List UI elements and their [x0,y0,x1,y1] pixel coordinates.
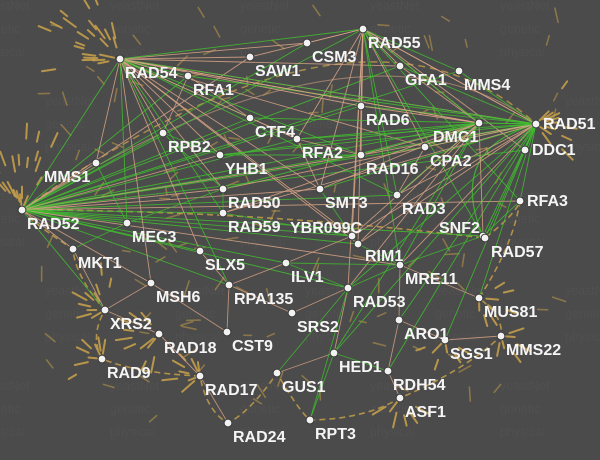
svg-text:genetic: genetic [110,402,150,416]
svg-text:physical: physical [0,45,25,59]
svg-text:RAD55: RAD55 [368,35,421,52]
svg-text:MMS22: MMS22 [506,342,561,359]
svg-text:yeastNet: yeastNet [500,379,550,393]
svg-text:physical: physical [565,330,600,344]
svg-text:RAD3: RAD3 [402,201,446,218]
svg-text:physical: physical [0,425,25,439]
svg-text:genetic: genetic [370,22,410,36]
svg-text:physical: physical [0,235,25,249]
svg-text:yeastNet: yeastNet [45,94,95,108]
svg-text:physical: physical [370,235,415,249]
svg-text:genetic: genetic [0,22,20,36]
svg-text:MSH6: MSH6 [156,289,201,306]
svg-text:MRE11: MRE11 [405,271,458,288]
svg-text:genetic: genetic [500,402,540,416]
svg-text:RAD6: RAD6 [366,112,410,129]
svg-text:genetic: genetic [500,22,540,36]
svg-text:yeastNet: yeastNet [565,94,600,108]
svg-text:DMC1: DMC1 [433,129,478,146]
svg-text:SNF2: SNF2 [439,220,480,237]
svg-text:RIM1: RIM1 [365,248,403,265]
svg-text:RAD9: RAD9 [107,365,151,382]
svg-text:yeastNet: yeastNet [370,0,420,13]
svg-text:GUS1: GUS1 [282,379,326,396]
svg-text:physical: physical [110,425,155,439]
svg-text:CST9: CST9 [232,338,273,355]
svg-text:RPA135: RPA135 [234,291,293,308]
svg-text:MKT1: MKT1 [78,255,122,272]
svg-text:RAD59: RAD59 [228,219,281,236]
svg-text:ARO1: ARO1 [404,326,449,343]
svg-text:MMS4: MMS4 [464,77,510,94]
svg-text:RAD57: RAD57 [491,244,544,261]
svg-text:RPB2: RPB2 [168,139,211,156]
svg-text:genetic: genetic [175,307,215,321]
svg-text:YBR099C: YBR099C [290,220,362,237]
svg-text:MMS1: MMS1 [44,169,90,186]
svg-text:RAD18: RAD18 [164,340,217,357]
svg-text:RFA2: RFA2 [302,145,343,162]
svg-text:genetic: genetic [240,22,280,36]
svg-text:ILV1: ILV1 [291,269,324,286]
svg-text:yeastNet: yeastNet [0,0,30,13]
svg-text:RAD52: RAD52 [27,216,80,233]
svg-text:RAD17: RAD17 [205,382,258,399]
svg-text:YHB1: YHB1 [225,161,268,178]
svg-text:RAD54: RAD54 [125,65,178,82]
svg-text:yeastNet: yeastNet [240,0,290,13]
svg-text:CTF4: CTF4 [255,124,295,141]
svg-text:SAW1: SAW1 [255,63,300,80]
svg-text:SMT3: SMT3 [325,195,368,212]
svg-text:MEC3: MEC3 [132,229,177,246]
svg-text:ASF1: ASF1 [405,404,446,421]
svg-text:yeastNet: yeastNet [500,0,550,13]
svg-text:RAD53: RAD53 [353,294,406,311]
svg-text:HED1: HED1 [339,359,382,376]
svg-text:genetic: genetic [435,307,475,321]
svg-text:RFA1: RFA1 [193,82,234,99]
svg-text:CPA2: CPA2 [430,153,472,170]
svg-text:RAD16: RAD16 [366,161,419,178]
svg-text:CSM3: CSM3 [312,49,357,66]
svg-text:RPT3: RPT3 [315,426,356,443]
svg-text:genetic: genetic [0,402,20,416]
svg-text:genetic: genetic [45,307,85,321]
svg-text:SLX5: SLX5 [205,257,245,274]
svg-text:SGS1: SGS1 [450,346,493,363]
svg-text:genetic: genetic [565,307,600,321]
svg-text:SRS2: SRS2 [297,319,339,336]
svg-text:DDC1: DDC1 [532,142,576,159]
svg-text:XRS2: XRS2 [110,316,152,333]
svg-text:genetic: genetic [0,212,20,226]
svg-text:yeastNet: yeastNet [0,379,30,393]
svg-text:yeastNet: yeastNet [110,0,160,13]
svg-text:genetic: genetic [110,22,150,36]
svg-text:RDH54: RDH54 [393,377,446,394]
svg-text:RFA3: RFA3 [527,193,568,210]
svg-text:RAD51: RAD51 [543,116,596,133]
svg-text:GFA1: GFA1 [405,72,447,89]
svg-text:RAD24: RAD24 [233,429,286,446]
svg-text:physical: physical [500,425,545,439]
svg-text:RAD50: RAD50 [228,195,281,212]
svg-text:physical: physical [500,45,545,59]
svg-text:MUS81: MUS81 [484,304,537,321]
svg-text:yeastNet: yeastNet [565,284,600,298]
